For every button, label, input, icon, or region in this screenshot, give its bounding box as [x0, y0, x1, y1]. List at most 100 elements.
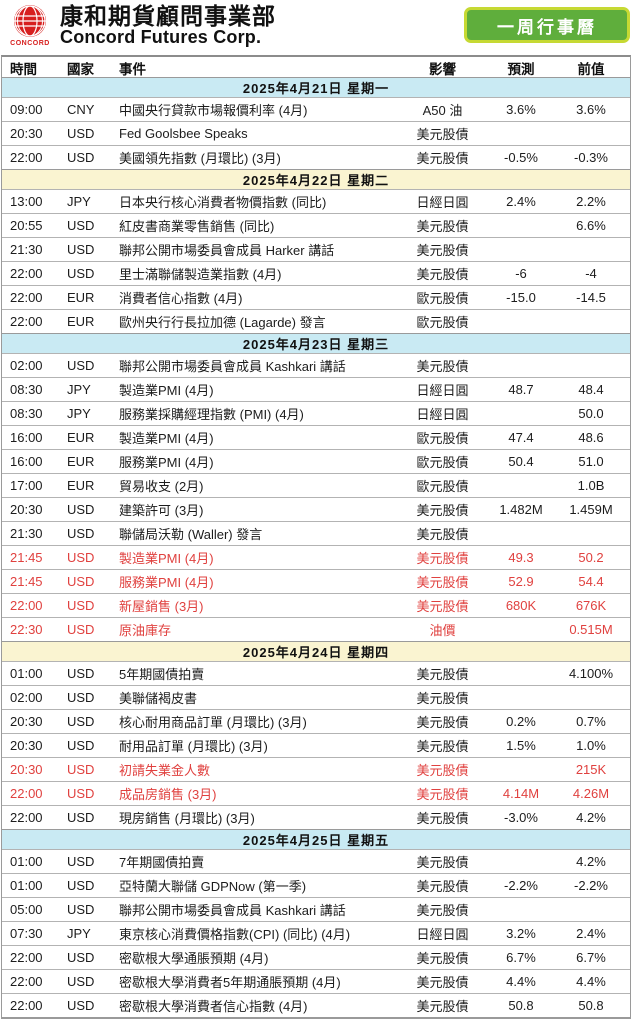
event-time: 02:00	[10, 690, 43, 705]
event-country: EUR	[67, 314, 95, 329]
date-section-header: 2025年4月23日 星期三	[2, 334, 630, 354]
event-country: USD	[67, 550, 95, 565]
event-name: 聯邦公開市場委員會成員 Kashkari 講話	[119, 359, 346, 374]
event-impact: A50 油	[422, 103, 463, 118]
event-country: USD	[67, 810, 95, 825]
event-time: 20:55	[10, 218, 43, 233]
event-country: USD	[67, 666, 95, 681]
event-row: 21:30 USD 聯邦公開市場委員會成員 Harker 講話 美元股債	[2, 238, 630, 262]
event-name: 歐州央行行長拉加德 (Lagarde) 發言	[119, 315, 326, 330]
date-section-header: 2025年4月25日 星期五	[2, 830, 630, 850]
event-time: 22:00	[10, 950, 43, 965]
event-country: EUR	[67, 290, 95, 305]
event-row: 20:30 USD 建築許可 (3月) 美元股債 1.482M 1.459M	[2, 498, 630, 522]
event-country: EUR	[67, 430, 95, 445]
event-time: 07:30	[10, 926, 43, 941]
event-name: 服務業採購經理指數 (PMI) (4月)	[119, 407, 304, 422]
event-row: 08:30 JPY 服務業採購經理指數 (PMI) (4月) 日經日圓 50.0	[2, 402, 630, 426]
event-impact: 美元股債	[416, 763, 469, 778]
event-time: 09:00	[10, 102, 43, 117]
event-forecast: -6	[515, 266, 527, 281]
event-name: 服務業PMI (4月)	[119, 575, 214, 590]
event-time: 01:00	[10, 878, 43, 893]
event-forecast: 0.2%	[506, 714, 536, 729]
event-row: 20:30 USD 核心耐用商品訂單 (月環比) (3月) 美元股債 0.2% …	[2, 710, 630, 734]
brand-logo: CONCORD 康和期貨顧問事業部 Concord Futures Corp.	[4, 4, 276, 47]
event-impact: 美元股債	[416, 787, 469, 802]
event-previous: 48.4	[578, 382, 604, 397]
event-name: 貿易收支 (2月)	[119, 479, 204, 494]
event-name: 紅皮書商業零售銷售 (同比)	[119, 219, 275, 234]
event-row: 22:00 EUR 歐州央行行長拉加德 (Lagarde) 發言 歐元股債	[2, 310, 630, 334]
event-time: 22:00	[10, 150, 43, 165]
event-name: 核心耐用商品訂單 (月環比) (3月)	[119, 715, 307, 730]
event-time: 22:00	[10, 314, 43, 329]
event-previous: 6.6%	[576, 218, 606, 233]
date-section-header: 2025年4月21日 星期一	[2, 78, 630, 98]
event-country: USD	[67, 902, 95, 917]
day-rows: 01:00 USD 7年期國債拍賣 美元股債 4.2% 01:00 USD 亞特…	[2, 850, 630, 1018]
event-previous: 6.7%	[576, 950, 606, 965]
event-forecast: 47.4	[508, 430, 534, 445]
event-time: 21:45	[10, 550, 43, 565]
event-time: 20:30	[10, 502, 43, 517]
event-name: 密歇根大學通脹預期 (4月)	[119, 951, 269, 966]
event-row: 20:30 USD 耐用品訂單 (月環比) (3月) 美元股債 1.5% 1.0…	[2, 734, 630, 758]
event-forecast: 49.3	[508, 550, 534, 565]
event-country: CNY	[67, 102, 95, 117]
event-name: 中國央行貸款市場報價利率 (4月)	[119, 103, 308, 118]
event-time: 22:00	[10, 998, 43, 1013]
event-name: 現房銷售 (月環比) (3月)	[119, 811, 255, 826]
event-impact: 日經日圓	[416, 195, 469, 210]
event-forecast: 680K	[505, 598, 537, 613]
event-country: EUR	[67, 478, 95, 493]
event-impact: 美元股債	[416, 715, 469, 730]
event-time: 22:30	[10, 622, 43, 637]
event-country: USD	[67, 690, 95, 705]
event-forecast: -3.0%	[504, 810, 538, 825]
page-header: CONCORD 康和期貨顧問事業部 Concord Futures Corp. …	[0, 0, 636, 55]
calendar-day-section: 2025年4月23日 星期三 02:00 USD 聯邦公開市場委員會成員 Kas…	[2, 334, 630, 642]
event-impact: 美元股債	[416, 219, 469, 234]
event-name: 聯邦公開市場委員會成員 Kashkari 講話	[119, 903, 346, 918]
event-impact: 美元股債	[416, 243, 469, 258]
event-impact: 美元股債	[416, 667, 469, 682]
event-country: USD	[67, 598, 95, 613]
event-name: 消費者信心指數 (4月)	[119, 291, 243, 306]
event-previous: 2.2%	[576, 194, 606, 209]
event-row: 22:00 USD 成品房銷售 (3月) 美元股債 4.14M 4.26M	[2, 782, 630, 806]
calendar-day-section: 2025年4月21日 星期一 09:00 CNY 中國央行貸款市場報價利率 (4…	[2, 78, 630, 170]
event-impact: 美元股債	[416, 691, 469, 706]
event-name: 美國領先指數 (月環比) (3月)	[119, 151, 281, 166]
event-time: 20:30	[10, 126, 43, 141]
event-country: USD	[67, 786, 95, 801]
event-time: 08:30	[10, 406, 43, 421]
event-previous: 50.0	[578, 406, 604, 421]
event-previous: 1.0B	[577, 478, 605, 493]
event-name: 亞特蘭大聯儲 GDPNow (第一季)	[119, 879, 307, 894]
event-impact: 日經日圓	[416, 927, 469, 942]
col-header-event: 事件	[119, 62, 146, 77]
event-time: 05:00	[10, 902, 43, 917]
event-previous: 4.2%	[576, 810, 606, 825]
event-time: 20:30	[10, 738, 43, 753]
event-time: 22:00	[10, 974, 43, 989]
weekly-calendar-button[interactable]: 一周行事曆	[464, 7, 630, 43]
event-forecast: -0.5%	[504, 150, 538, 165]
event-name: 製造業PMI (4月)	[119, 551, 214, 566]
event-time: 22:00	[10, 598, 43, 613]
event-name: 美聯儲褐皮書	[119, 691, 198, 706]
event-row: 09:00 CNY 中國央行貸款市場報價利率 (4月) A50 油 3.6% 3…	[2, 98, 630, 122]
event-forecast: 50.4	[508, 454, 534, 469]
event-impact: 油價	[429, 623, 456, 638]
event-time: 22:00	[10, 786, 43, 801]
event-country: USD	[67, 622, 95, 637]
event-name: 服務業PMI (4月)	[119, 455, 214, 470]
event-previous: 4.26M	[572, 786, 610, 801]
event-forecast: 4.4%	[506, 974, 536, 989]
calendar-day-section: 2025年4月22日 星期二 13:00 JPY 日本央行核心消費者物價指數 (…	[2, 170, 630, 334]
event-forecast: 6.7%	[506, 950, 536, 965]
event-country: USD	[67, 878, 95, 893]
event-previous: 48.6	[578, 430, 604, 445]
event-row: 01:00 USD 5年期國債拍賣 美元股債 4.100%	[2, 662, 630, 686]
